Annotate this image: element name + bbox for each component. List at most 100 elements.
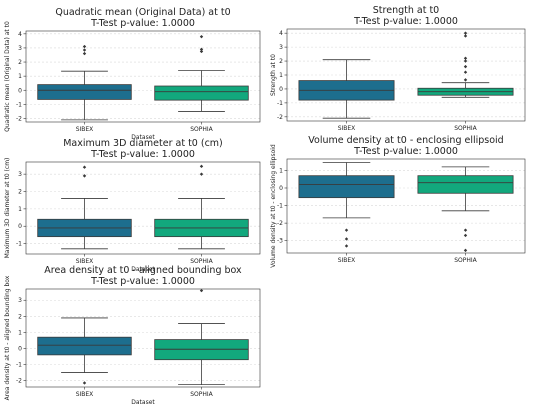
x-tick-label: SOPHIA: [454, 125, 477, 132]
chart-title: Maximum 3D diameter at t0 (cm): [63, 138, 223, 149]
y-axis-label: Quadratic mean (Original Data) at t0: [4, 21, 11, 132]
y-tick-label: -1: [277, 203, 283, 210]
box-sophia: [154, 164, 249, 250]
x-axis-label: Dataset: [131, 266, 155, 273]
chart-panel-1: -2 -1 0 1 2 3 4 SIBEX SOPHIA Quadratic mean (Orig…: [4, 7, 261, 141]
y-tick-label: -2: [277, 220, 283, 227]
outlier-point: [82, 381, 87, 385]
outlier-point: [199, 172, 204, 176]
chart-title: Volume density at t0 - enclosing ellipso…: [308, 135, 503, 146]
y-tick-label: 1: [279, 72, 283, 79]
chart-panel-5: -2 -1 0 1 2 3 SIBEX SOPHIA Area density at t0 - …: [4, 265, 261, 406]
box-sophia: [417, 166, 514, 253]
outlier-point: [463, 70, 468, 74]
outlier-point: [82, 48, 87, 52]
x-tick-label: SIBEX: [338, 125, 356, 132]
chart-subtitle: T-Test p-value: 1.0000: [90, 18, 195, 29]
axes-frame: [25, 161, 261, 255]
y-axis-label: Strength at t0: [270, 54, 277, 96]
y-tick-label: 1: [18, 206, 22, 213]
y-tick-label: -1: [16, 362, 22, 369]
outlier-point: [344, 228, 349, 232]
y-tick-label: 0: [18, 345, 22, 352]
y-tick-label: 0: [279, 185, 283, 192]
x-tick-label: SOPHIA: [190, 258, 213, 265]
y-tick-label: -3: [277, 238, 283, 245]
axes-frame: [25, 288, 261, 388]
axes-frame: [286, 158, 526, 254]
outlier-point: [344, 244, 349, 248]
x-axis-label: Dataset: [131, 399, 155, 406]
y-tick-label: 3: [279, 44, 283, 51]
outlier-point: [463, 64, 468, 69]
y-tick-label: 3: [18, 297, 22, 304]
outlier-point: [199, 34, 204, 39]
y-tick-label: -2: [16, 378, 22, 385]
box-iqr: [37, 84, 132, 100]
chart-subtitle: T-Test p-value: 1.0000: [90, 276, 195, 287]
y-tick-label: 2: [18, 59, 22, 66]
outlier-point: [463, 56, 468, 60]
box-sibex: [37, 165, 132, 250]
y-axis-label: Maximum 3D diameter at t0 (cm): [4, 158, 11, 259]
axes-frame: [25, 30, 261, 123]
outlier-point: [199, 164, 204, 169]
y-tick-label: 4: [18, 31, 22, 38]
x-tick-label: SIBEX: [76, 126, 94, 133]
outlier-point: [463, 78, 468, 82]
outlier-point: [82, 44, 87, 49]
y-tick-label: 2: [18, 189, 22, 196]
y-tick-label: 0: [18, 223, 22, 230]
axes-frame: [286, 28, 526, 122]
y-tick-label: 2: [279, 58, 283, 65]
chart-title: Strength at t0: [373, 5, 439, 16]
outlier-point: [82, 174, 87, 178]
y-tick-label: -2: [16, 115, 22, 122]
outlier-point: [463, 228, 468, 232]
y-tick-label: 1: [18, 73, 22, 80]
outlier-point: [344, 237, 349, 241]
chart-subtitle: T-Test p-value: 1.0000: [353, 16, 458, 27]
outlier-point: [463, 31, 468, 35]
chart-panel-4: -3 -2 -1 0 1 SIBEX SOPHIA Volume density at t0 …: [270, 135, 526, 268]
x-tick-label: SIBEX: [76, 391, 94, 398]
y-tick-label: 3: [18, 45, 22, 52]
x-tick-label: SIBEX: [76, 258, 94, 265]
outlier-point: [463, 34, 468, 38]
y-axis-label: Volume density at t0 - enclosing ellipso…: [270, 144, 277, 268]
x-axis-label: Dataset: [131, 134, 155, 141]
outlier-point: [199, 49, 204, 54]
box-sibex: [37, 44, 132, 121]
outlier-point: [82, 165, 87, 169]
chart-title: Area density at t0 - aligned bounding bo…: [44, 265, 242, 276]
outlier-point: [463, 248, 468, 253]
box-iqr: [298, 175, 395, 199]
chart-subtitle: T-Test p-value: 1.0000: [90, 149, 195, 160]
y-tick-label: -2: [277, 114, 283, 121]
y-tick-label: -1: [277, 100, 283, 107]
box-sibex: [298, 59, 395, 119]
box-sibex: [298, 162, 395, 248]
box-iqr: [37, 336, 132, 356]
box-sophia: [154, 288, 249, 385]
box-sophia: [417, 31, 514, 98]
box-iqr: [417, 175, 514, 194]
box-sibex: [37, 317, 132, 385]
x-tick-label: SIBEX: [338, 257, 356, 264]
chart-title: Quadratic mean (Original Data) at t0: [55, 7, 230, 18]
outlier-point: [463, 59, 468, 63]
y-tick-label: 1: [279, 167, 283, 174]
y-tick-label: 0: [279, 86, 283, 93]
outlier-point: [82, 51, 87, 56]
y-tick-label: -1: [16, 241, 22, 248]
x-tick-label: SOPHIA: [190, 126, 213, 133]
chart-panel-3: -1 0 1 2 3 SIBEX SOPHIA Maximum 3D diameter at …: [4, 138, 261, 273]
chart-subtitle: T-Test p-value: 1.0000: [353, 146, 458, 157]
outlier-point: [199, 47, 204, 52]
x-tick-label: SOPHIA: [454, 257, 477, 264]
box-iqr: [154, 85, 249, 101]
y-tick-label: -1: [16, 101, 22, 108]
y-tick-label: 2: [18, 313, 22, 320]
